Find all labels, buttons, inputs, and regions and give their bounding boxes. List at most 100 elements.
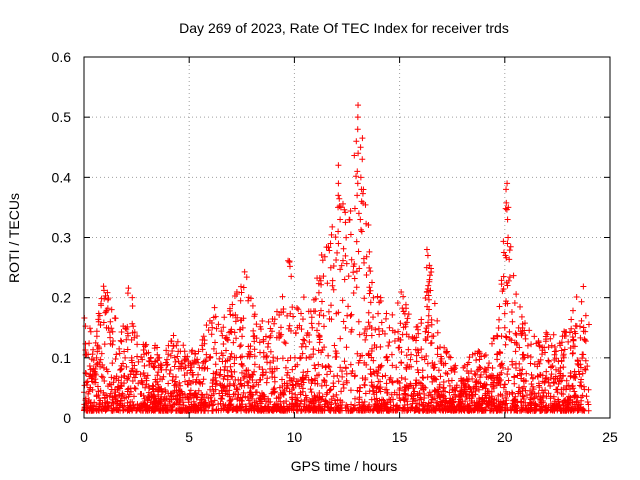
- data-point: [259, 366, 266, 373]
- data-point: [252, 389, 259, 396]
- data-point: [516, 388, 523, 395]
- data-point: [516, 360, 523, 367]
- data-point: [486, 360, 493, 367]
- data-point: [227, 311, 234, 318]
- data-point: [228, 350, 235, 357]
- data-point: [431, 387, 438, 394]
- data-point: [104, 296, 111, 303]
- data-point: [396, 344, 403, 351]
- data-point: [568, 316, 575, 323]
- data-point: [213, 350, 220, 357]
- data-point: [321, 253, 328, 260]
- data-point: [249, 376, 256, 383]
- data-point: [123, 326, 130, 333]
- data-point: [172, 373, 179, 380]
- data-point: [560, 391, 567, 398]
- data-point: [570, 337, 577, 344]
- data-point: [132, 385, 139, 392]
- data-point: [547, 383, 554, 390]
- data-point: [233, 289, 240, 296]
- data-point: [256, 363, 263, 370]
- data-point: [129, 302, 136, 309]
- data-point: [295, 306, 302, 313]
- data-point: [456, 400, 463, 407]
- data-point: [312, 365, 319, 372]
- data-point: [100, 364, 107, 371]
- data-point: [464, 361, 471, 368]
- data-point: [187, 380, 194, 387]
- data-point: [434, 399, 441, 406]
- data-point: [350, 269, 357, 276]
- data-point: [150, 400, 157, 407]
- data-point: [358, 407, 365, 414]
- data-point: [212, 361, 219, 368]
- data-point: [500, 384, 507, 391]
- data-point: [419, 367, 426, 374]
- data-point: [477, 380, 484, 387]
- data-point: [224, 376, 231, 383]
- data-point: [531, 405, 538, 412]
- data-point: [383, 354, 390, 361]
- data-point: [263, 352, 270, 359]
- data-point: [256, 406, 263, 413]
- data-point: [203, 404, 210, 411]
- data-point: [505, 377, 512, 384]
- data-point: [305, 308, 312, 315]
- data-point: [539, 378, 546, 385]
- data-point: [234, 386, 241, 393]
- data-point: [439, 407, 446, 414]
- data-point: [440, 384, 447, 391]
- data-point: [121, 380, 128, 387]
- data-point: [144, 372, 151, 379]
- data-point: [306, 398, 313, 405]
- data-point: [170, 332, 177, 339]
- data-point: [366, 248, 373, 255]
- data-point: [185, 407, 192, 414]
- data-point: [423, 325, 430, 332]
- data-point: [358, 198, 365, 205]
- data-point: [112, 393, 119, 400]
- data-point: [409, 405, 416, 412]
- data-point: [271, 320, 278, 327]
- data-point: [247, 343, 254, 350]
- data-point: [413, 334, 420, 341]
- data-point: [450, 407, 457, 414]
- data-point: [335, 192, 342, 199]
- data-point: [206, 354, 213, 361]
- data-point: [329, 223, 336, 230]
- data-point: [147, 354, 154, 361]
- data-point: [257, 323, 264, 330]
- data-point: [395, 344, 402, 351]
- data-point: [164, 356, 171, 363]
- data-point: [195, 406, 202, 413]
- data-point: [337, 335, 344, 342]
- data-point: [424, 374, 431, 381]
- data-point: [125, 285, 132, 292]
- data-point: [232, 318, 239, 325]
- data-point: [244, 353, 251, 360]
- data-point: [87, 366, 94, 373]
- data-point: [376, 299, 383, 306]
- data-point: [230, 405, 237, 412]
- data-point: [114, 398, 121, 405]
- data-point: [154, 372, 161, 379]
- data-point: [158, 388, 165, 395]
- data-point: [154, 344, 161, 351]
- data-point: [217, 371, 224, 378]
- data-point: [245, 382, 252, 389]
- data-point: [210, 388, 217, 395]
- data-point: [431, 361, 438, 368]
- data-point: [189, 347, 196, 354]
- data-point: [95, 310, 102, 317]
- data-point: [177, 382, 184, 389]
- data-point: [93, 361, 100, 368]
- data-point: [140, 347, 147, 354]
- data-point: [303, 396, 310, 403]
- data-point: [359, 156, 366, 163]
- data-point: [351, 152, 358, 159]
- data-point: [398, 359, 405, 366]
- data-point: [279, 355, 286, 362]
- data-point: [530, 395, 537, 402]
- data-point: [239, 333, 246, 340]
- data-point: [328, 302, 335, 309]
